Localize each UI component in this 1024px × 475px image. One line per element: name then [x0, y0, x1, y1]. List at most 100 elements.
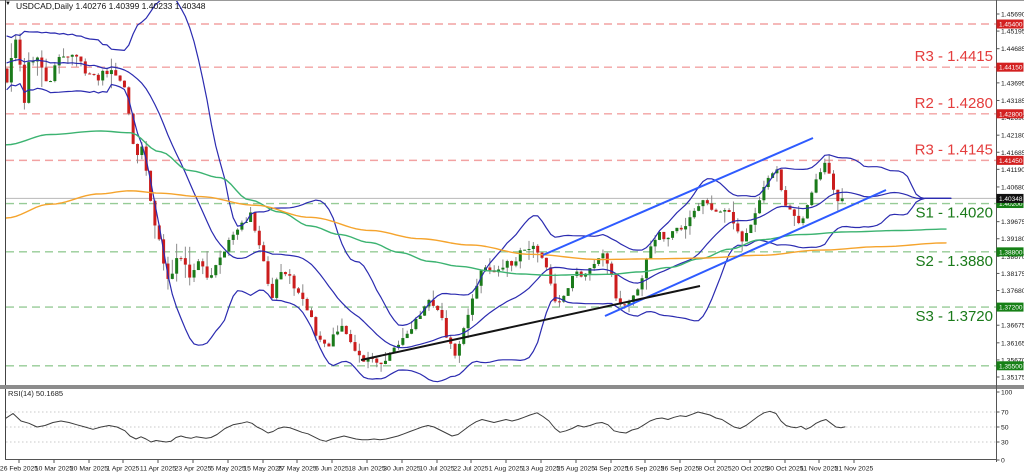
date-label: 26 Sep 2025: [661, 466, 700, 473]
candle: [758, 200, 762, 214]
candle: [88, 73, 92, 75]
axis-price-box-resistance: [996, 109, 1024, 119]
rsi-pane: [6, 410, 996, 443]
axis-price-box-resistance: [996, 62, 1024, 72]
candle: [453, 343, 457, 356]
candle: [18, 39, 22, 65]
support-resistance-lines: [6, 23, 996, 367]
candle: [436, 305, 440, 310]
svg-text:1.45400: 1.45400: [999, 22, 1023, 29]
svg-text:30: 30: [1001, 440, 1009, 447]
candle: [566, 288, 570, 296]
svg-text:1.42800: 1.42800: [999, 111, 1023, 118]
axis-price-box-support: [996, 302, 1024, 312]
candle: [444, 317, 448, 338]
ma-fast-green: [6, 130, 947, 276]
bollinger-lower-line: [6, 82, 952, 383]
svg-text:1.36675: 1.36675: [1001, 323, 1024, 330]
candle: [318, 335, 322, 340]
pane-borders: [0, 0, 1024, 462]
date-label: 27 May 2025: [277, 466, 317, 473]
date-label: 21 Nov 2025: [835, 466, 874, 473]
candle: [44, 67, 48, 82]
svg-text:1.43185: 1.43185: [1001, 98, 1024, 105]
candle: [183, 258, 187, 265]
candle: [536, 245, 540, 253]
candle: [388, 352, 392, 361]
candle: [510, 261, 514, 266]
candle: [405, 333, 409, 339]
candle: [544, 257, 548, 268]
candle: [749, 224, 753, 234]
candle: [149, 170, 153, 201]
candle: [9, 58, 13, 83]
candle: [832, 173, 835, 190]
candle: [827, 162, 831, 174]
candle: [762, 187, 766, 201]
candles-layer: [6, 33, 844, 372]
axis-price-box-support: [996, 361, 1024, 371]
candle: [410, 329, 414, 334]
axis-price-box-resistance: [996, 19, 1024, 29]
bollinger-middle-line: [6, 58, 952, 349]
candle: [218, 257, 222, 266]
price-axis[interactable]: 1.45690 1.45195 1.44685 1.43695 1.43185 1.426…: [996, 12, 1024, 465]
collapse-chart-icon[interactable]: ▼: [5, 1, 11, 7]
svg-text:1.41450: 1.41450: [999, 158, 1023, 165]
candle: [649, 246, 653, 259]
axis-price-box-support: [996, 247, 1024, 257]
candle: [140, 146, 144, 156]
ascending-channel-upper[interactable]: [542, 137, 814, 256]
candle: [714, 209, 718, 212]
candle: [797, 215, 801, 224]
candle: [470, 298, 474, 315]
broken-resistance-line[interactable]: [360, 285, 701, 361]
candle: [575, 271, 579, 276]
candle: [57, 56, 61, 66]
candle: [92, 73, 96, 75]
candle: [501, 267, 505, 270]
candle: [223, 251, 226, 258]
svg-text:1.37200: 1.37200: [999, 305, 1023, 312]
ma-slow-orange: [6, 190, 947, 261]
trendlines[interactable]: [360, 137, 887, 361]
ascending-channel-lower[interactable]: [604, 189, 887, 317]
svg-text:1.36165: 1.36165: [1001, 340, 1024, 347]
candle: [157, 225, 161, 240]
candle: [227, 239, 231, 252]
svg-text:1.45195: 1.45195: [1001, 29, 1024, 36]
candle: [523, 249, 527, 251]
candle: [366, 357, 370, 362]
candle: [414, 318, 418, 330]
candle: [571, 275, 574, 289]
candle: [375, 358, 379, 363]
candle: [514, 261, 518, 266]
candle: [196, 261, 200, 271]
candle: [605, 253, 609, 264]
candle: [236, 229, 240, 235]
candle: [418, 315, 422, 319]
candle: [779, 169, 783, 191]
date-label: 10 Mar 2025: [35, 466, 73, 473]
candle: [262, 245, 266, 262]
pane-separator[interactable]: [0, 385, 1024, 389]
candle: [697, 206, 701, 211]
svg-text:1.41685: 1.41685: [1001, 150, 1024, 157]
date-label: 20 Mar 2025: [70, 466, 108, 473]
candle: [70, 54, 74, 57]
candle: [105, 70, 109, 75]
candle: [818, 172, 822, 180]
candle: [27, 62, 31, 103]
svg-text:1.35500: 1.35500: [999, 363, 1023, 370]
svg-text:1.43695: 1.43695: [1001, 80, 1024, 87]
candle: [401, 338, 405, 345]
svg-text:1.35175: 1.35175: [1001, 375, 1024, 382]
candle: [727, 209, 731, 212]
date-label: 8 Oct 2025: [698, 466, 731, 473]
candle: [431, 299, 435, 306]
candle: [457, 343, 461, 356]
date-label: 5 May 2025: [210, 466, 246, 473]
